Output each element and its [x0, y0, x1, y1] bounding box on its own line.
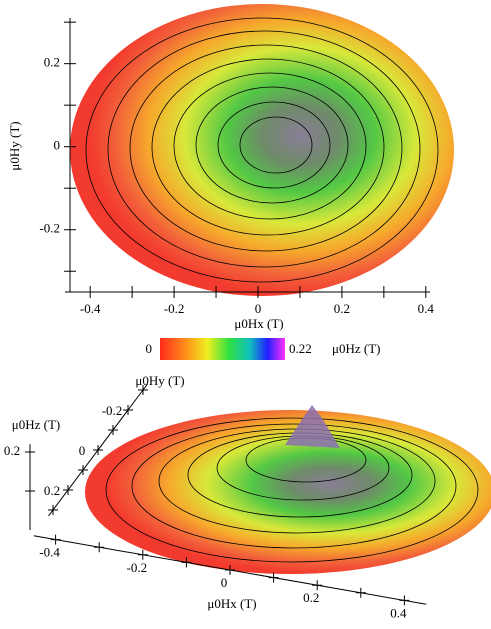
colorbar-min: 0 [146, 341, 153, 356]
y-axis-tick-label: -0.2 [102, 403, 123, 418]
y-axis-tick-label: 0 [79, 443, 86, 458]
bottom-surface [85, 405, 491, 574]
z-axis-title: μ0Hz (T) [12, 417, 60, 432]
x-axis-tick-label: -0.2 [127, 560, 148, 575]
x-axis-tick-label: -0.4 [39, 545, 60, 560]
y-axis-title: μ0Hy (T) [135, 373, 184, 388]
y-axis-minor-tick [78, 465, 88, 475]
x-axis-minor-tick [268, 572, 279, 583]
x-tick-label: -0.4 [80, 301, 101, 316]
x-axis-tick [137, 549, 148, 560]
colorbar [160, 338, 285, 360]
x-axis-tick-label: 0 [221, 575, 228, 590]
y-axis-minor-tick [108, 425, 118, 435]
x-axis-tick [50, 534, 61, 545]
colorbar-label: μ0Hz (T) [332, 341, 380, 356]
y-axis-tick-label: 0.2 [44, 483, 60, 498]
x-axis-tick [399, 595, 410, 606]
y-axis-title: μ0Hy (T) [7, 121, 22, 170]
x-axis-title: μ0Hx (T) [234, 316, 283, 331]
x-axis-tick-label: 0.4 [390, 605, 407, 620]
y-axis-minor-tick [48, 505, 58, 515]
x-axis-minor-tick [94, 542, 105, 553]
x-tick-label: 0.4 [418, 301, 435, 316]
y-tick-label: 0 [54, 138, 61, 153]
y-tick-label: -0.2 [39, 221, 60, 236]
y-axis-tick [63, 485, 73, 495]
x-axis-title: μ0Hx (T) [207, 596, 256, 611]
x-axis-tick [312, 580, 323, 591]
y-axis-minor-tick [138, 385, 148, 395]
z-axis-tick-label: 0.2 [4, 443, 20, 458]
y-axis-tick [123, 405, 133, 415]
z-axis-minor-tick [25, 486, 35, 496]
x-tick-label: -0.2 [164, 301, 185, 316]
x-axis-tick-label: 0.2 [303, 590, 319, 605]
y-axis-tick [93, 445, 103, 455]
x-tick-label: 0 [255, 301, 262, 316]
colorbar-max: 0.22 [289, 341, 312, 356]
x-axis-tick [225, 565, 235, 575]
x-axis-minor-tick [355, 587, 366, 598]
top-surface [70, 4, 454, 296]
z-axis-tick [25, 447, 35, 457]
x-axis-minor-tick [181, 557, 192, 568]
y-tick-label: 0.2 [44, 55, 60, 70]
x-tick-label: 0.2 [334, 301, 350, 316]
